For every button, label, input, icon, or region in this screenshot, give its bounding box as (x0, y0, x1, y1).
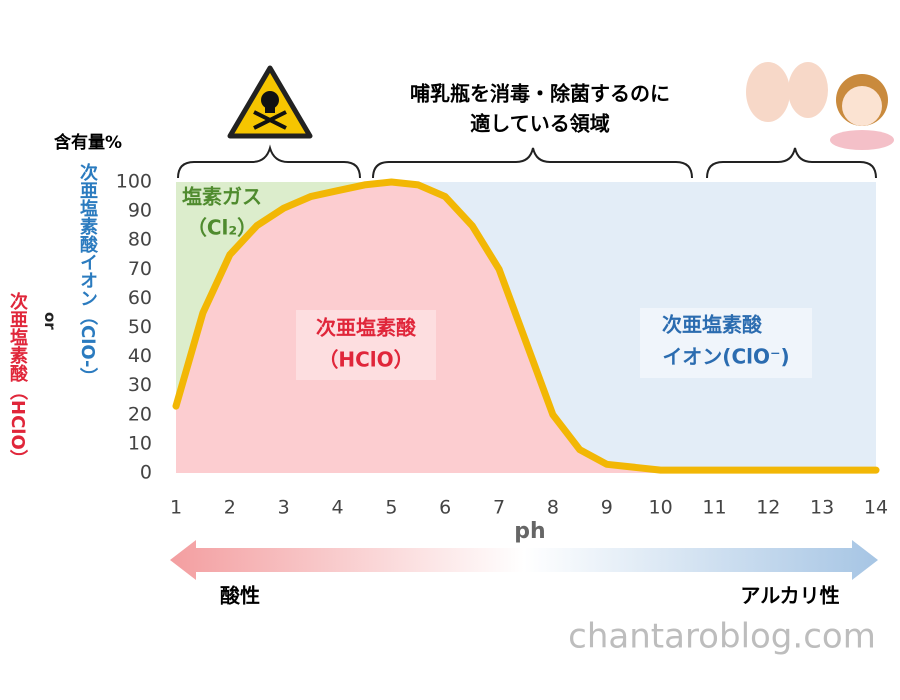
series-label: （HClO） (318, 348, 413, 372)
y-tick-label: 100 (116, 171, 152, 193)
y-axis-label: 次亜塩素酸（HClO） (7, 292, 28, 468)
label-box (296, 310, 436, 380)
watermark: chantaroblog.com (568, 617, 876, 657)
y-tick-label: 80 (128, 229, 152, 251)
y-tick-label: 50 (128, 316, 152, 338)
area (176, 182, 876, 473)
x-tick-label: 9 (601, 497, 613, 519)
region-label: 次亜塩素酸 (662, 313, 763, 337)
y-tick-label: 40 (128, 345, 152, 367)
annotation: 哺乳瓶を消毒・除菌するのに (410, 82, 670, 106)
y-tick-label: 20 (128, 403, 152, 425)
x-tick-label: 8 (547, 497, 559, 519)
brace (372, 147, 693, 179)
x-tick-label: 13 (810, 497, 834, 519)
x-tick-label: 10 (649, 497, 673, 519)
ph-arrow (170, 540, 878, 580)
brace (706, 147, 877, 179)
y-tick-label: 90 (128, 200, 152, 222)
x-tick-label: 1 (170, 497, 182, 519)
y-axis-label: or (41, 312, 59, 330)
x-tick-label: 5 (385, 497, 397, 519)
brace (177, 144, 361, 179)
region-label: イオン(ClO⁻) (662, 345, 789, 369)
x-tick-label: 11 (702, 497, 726, 519)
series-label: 次亜塩素酸 (316, 316, 417, 340)
region-label: 塩素ガス (182, 185, 262, 209)
x-tick-label: 3 (278, 497, 290, 519)
y-tick-label: 0 (140, 462, 152, 484)
warning-icon (227, 65, 313, 139)
y-tick-label: 70 (128, 258, 152, 280)
x-tick-label: 14 (864, 497, 888, 519)
arrow-label: 酸性 (220, 584, 260, 608)
y-axis-label: 次亜塩素酸イオン（ClO-） (77, 163, 98, 386)
y-tick-label: 30 (128, 374, 152, 396)
x-axis-title: ph (514, 519, 545, 544)
y-tick-label: 60 (128, 287, 152, 309)
y-tick-label: 10 (128, 432, 152, 454)
annotation: 適している領域 (470, 112, 609, 136)
arrow-label: アルカリ性 (740, 584, 839, 608)
label-box (640, 308, 812, 378)
region-label: （Cl₂） (187, 216, 257, 240)
x-tick-label: 12 (756, 497, 780, 519)
x-tick-label: 6 (439, 497, 451, 519)
illustration (746, 62, 894, 150)
y-axis-title: 含有量% (54, 132, 122, 153)
x-tick-label: 7 (493, 497, 505, 519)
x-tick-label: 4 (331, 497, 343, 519)
line (172, 178, 880, 474)
x-tick-label: 2 (224, 497, 236, 519)
